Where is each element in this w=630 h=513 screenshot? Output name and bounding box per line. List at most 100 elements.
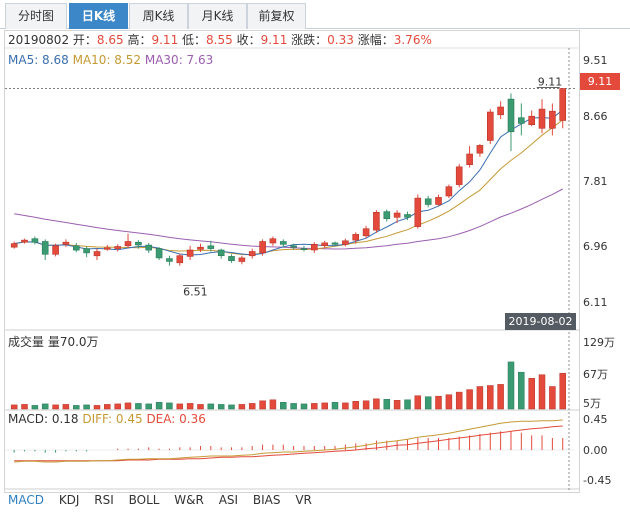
- volume-bar: [217, 404, 225, 410]
- volume-bar: [331, 402, 339, 410]
- indicator-tab-bias[interactable]: BIAS: [252, 493, 281, 507]
- volume-bar: [342, 402, 349, 410]
- high-label: 高：: [127, 33, 152, 47]
- candle-body: [269, 238, 277, 244]
- high-value: 9.11: [151, 33, 179, 47]
- indicator-tab-wr[interactable]: W&R: [174, 493, 204, 507]
- candle-body: [124, 241, 132, 247]
- chart-frame: [4, 30, 580, 493]
- indicator-tab-rsi[interactable]: RSI: [94, 493, 114, 507]
- candle-body: [145, 244, 152, 251]
- volume-bar: [83, 404, 90, 410]
- volume-bar: [352, 401, 359, 410]
- candle-body: [414, 197, 422, 227]
- volume-bar: [383, 399, 391, 410]
- dea-value: DEA: 0.36: [146, 412, 206, 426]
- change-label: 涨跌：: [291, 33, 328, 47]
- indicator-tab-vr[interactable]: VR: [295, 493, 312, 507]
- low-label: 低：: [182, 33, 207, 47]
- candle-body: [497, 106, 504, 116]
- candle-body: [93, 251, 101, 257]
- diff-line: [14, 419, 563, 463]
- volume-bar: [528, 378, 535, 410]
- price-axis-label: 7.81: [583, 175, 608, 188]
- price-axis-label: 8.66: [583, 110, 608, 123]
- tab-weekly-k[interactable]: 周K线: [129, 3, 188, 29]
- pct-label: 涨幅：: [357, 33, 394, 47]
- volume-axis-label: 129万: [583, 336, 615, 349]
- macd-axis-label: -0.45: [583, 474, 612, 487]
- volume-bar: [135, 403, 142, 410]
- candle-body: [331, 242, 339, 245]
- candle-body: [73, 245, 80, 251]
- candle-body: [238, 257, 246, 262]
- volume-bar: [404, 399, 411, 410]
- candle-body: [517, 117, 525, 124]
- candle-body: [383, 211, 391, 220]
- volume-bar: [445, 394, 453, 410]
- candle-body: [538, 108, 546, 129]
- candle-body: [310, 244, 318, 251]
- tab-daily-k[interactable]: 日K线: [69, 3, 128, 29]
- volume-bar: [114, 403, 121, 410]
- tab-forward-adjust[interactable]: 前复权: [247, 3, 306, 29]
- candle-body: [373, 212, 380, 231]
- ma30-legend: MA30: 7.63: [144, 53, 214, 67]
- candle-body: [62, 241, 70, 245]
- cursor-date-tag: 2019-08-02: [505, 313, 576, 330]
- candle-body: [197, 246, 204, 250]
- ma5-line: [14, 109, 564, 256]
- volume-bar: [549, 386, 556, 410]
- close-value: 9.11: [260, 33, 288, 47]
- candle-body: [135, 241, 142, 246]
- volume-bar: [538, 374, 546, 410]
- diff-value: DIFF: 0.45: [82, 412, 143, 426]
- volume-bar: [155, 402, 163, 410]
- ma5-legend: MA5: 8.68: [8, 53, 69, 67]
- close-label: 收：: [236, 33, 261, 47]
- candle-body: [466, 153, 473, 165]
- volume-bar: [21, 404, 28, 410]
- volume-bar: [238, 404, 246, 410]
- quote-date: 20190802: [8, 33, 70, 47]
- volume-bar: [73, 405, 80, 410]
- macd-axis-label: 0.45: [583, 413, 608, 426]
- candle-body: [549, 110, 556, 129]
- volume-label: 成交量 量70.0万: [8, 335, 99, 349]
- candle-body: [217, 249, 225, 256]
- volume-bar: [559, 372, 566, 410]
- volume-bar: [62, 404, 70, 410]
- volume-bar: [476, 386, 484, 410]
- candle-body: [393, 212, 401, 218]
- price-axis-label: 6.11: [583, 296, 608, 309]
- volume-bar: [269, 399, 277, 410]
- volume-bar: [487, 385, 494, 410]
- candle-body: [559, 88, 567, 121]
- price-axis-label: 9.51: [583, 54, 608, 67]
- volume-bar: [507, 361, 515, 410]
- indicator-tab-asi[interactable]: ASI: [218, 493, 239, 507]
- candle-body: [507, 98, 515, 133]
- open-value: 8.65: [96, 33, 124, 47]
- period-tab-bar: 分时图 日K线 周K线 月K线 前复权: [0, 0, 630, 29]
- low-marker-label: 6.51: [183, 286, 208, 299]
- volume-bar: [373, 398, 380, 410]
- candle-body: [300, 248, 308, 250]
- volume-bar: [321, 402, 328, 410]
- volume-bar: [176, 403, 184, 410]
- candle-body: [362, 228, 370, 237]
- candle-body: [424, 198, 432, 205]
- candle-body: [207, 245, 215, 249]
- indicator-tab-kdj[interactable]: KDJ: [58, 493, 80, 507]
- candle-body: [155, 248, 163, 259]
- tab-intraday[interactable]: 分时图: [5, 3, 67, 29]
- candle-body: [342, 240, 349, 245]
- candle-body: [455, 166, 463, 185]
- indicator-tab-macd[interactable]: MACD: [8, 493, 44, 507]
- volume-bar: [393, 400, 401, 410]
- volume-bar: [104, 404, 111, 410]
- indicator-tab-boll[interactable]: BOLL: [128, 493, 160, 507]
- tab-monthly-k[interactable]: 月K线: [188, 3, 247, 29]
- volume-bar: [197, 404, 204, 410]
